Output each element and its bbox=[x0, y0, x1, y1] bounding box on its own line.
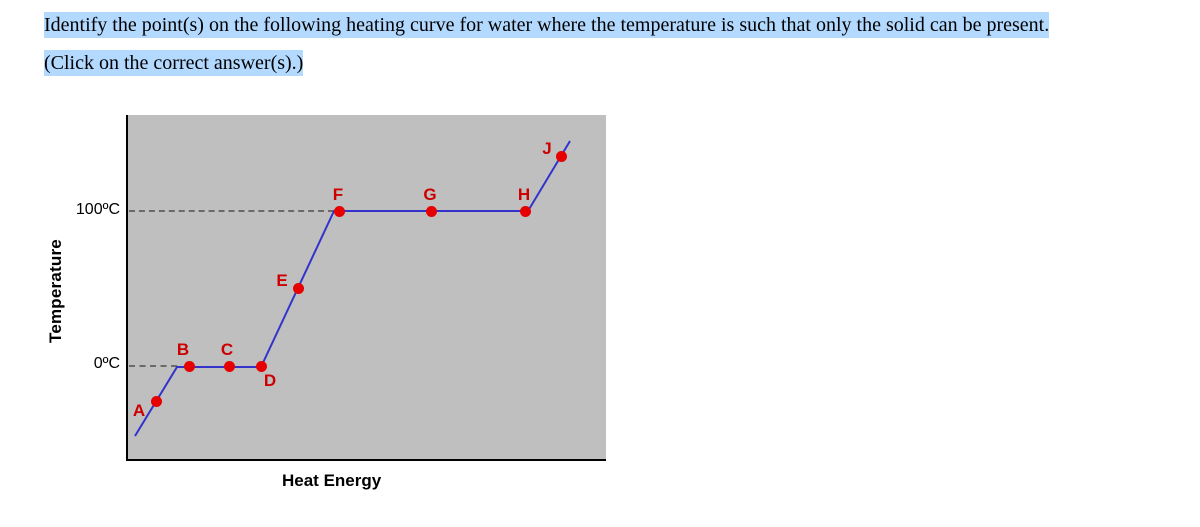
question-line-2: (Click on the correct answer(s).) bbox=[44, 50, 303, 76]
question-line-1: Identify the point(s) on the following h… bbox=[44, 12, 1049, 38]
point-label-H: H bbox=[518, 185, 530, 205]
point-label-E: E bbox=[276, 271, 287, 291]
y-axis-label: Temperature bbox=[46, 239, 66, 343]
point-D[interactable] bbox=[256, 361, 267, 372]
point-label-C: C bbox=[221, 340, 233, 360]
point-label-D: D bbox=[264, 371, 276, 391]
y-tick-0: 0ºC bbox=[94, 355, 120, 373]
question-block: Identify the point(s) on the following h… bbox=[0, 0, 1155, 82]
curve-svg bbox=[128, 115, 608, 461]
y-tick-100: 100ºC bbox=[76, 201, 120, 219]
point-J[interactable] bbox=[556, 151, 567, 162]
point-label-F: F bbox=[333, 185, 343, 205]
point-F[interactable] bbox=[334, 206, 345, 217]
heating-curve-chart: Temperature Heat Energy 100ºC 0ºC ABCDEF… bbox=[50, 115, 610, 515]
x-axis-label: Heat Energy bbox=[282, 471, 381, 491]
point-B[interactable] bbox=[184, 361, 195, 372]
point-C[interactable] bbox=[224, 361, 235, 372]
point-label-J: J bbox=[542, 139, 551, 159]
point-label-G: G bbox=[423, 185, 436, 205]
point-E[interactable] bbox=[293, 283, 304, 294]
point-G[interactable] bbox=[426, 206, 437, 217]
point-label-B: B bbox=[177, 340, 189, 360]
point-A[interactable] bbox=[151, 396, 162, 407]
point-label-A: A bbox=[133, 401, 145, 421]
chart-plot-area: A B C D E F G H J bbox=[126, 115, 606, 461]
heating-curve-line bbox=[135, 141, 570, 436]
point-H[interactable] bbox=[520, 206, 531, 217]
